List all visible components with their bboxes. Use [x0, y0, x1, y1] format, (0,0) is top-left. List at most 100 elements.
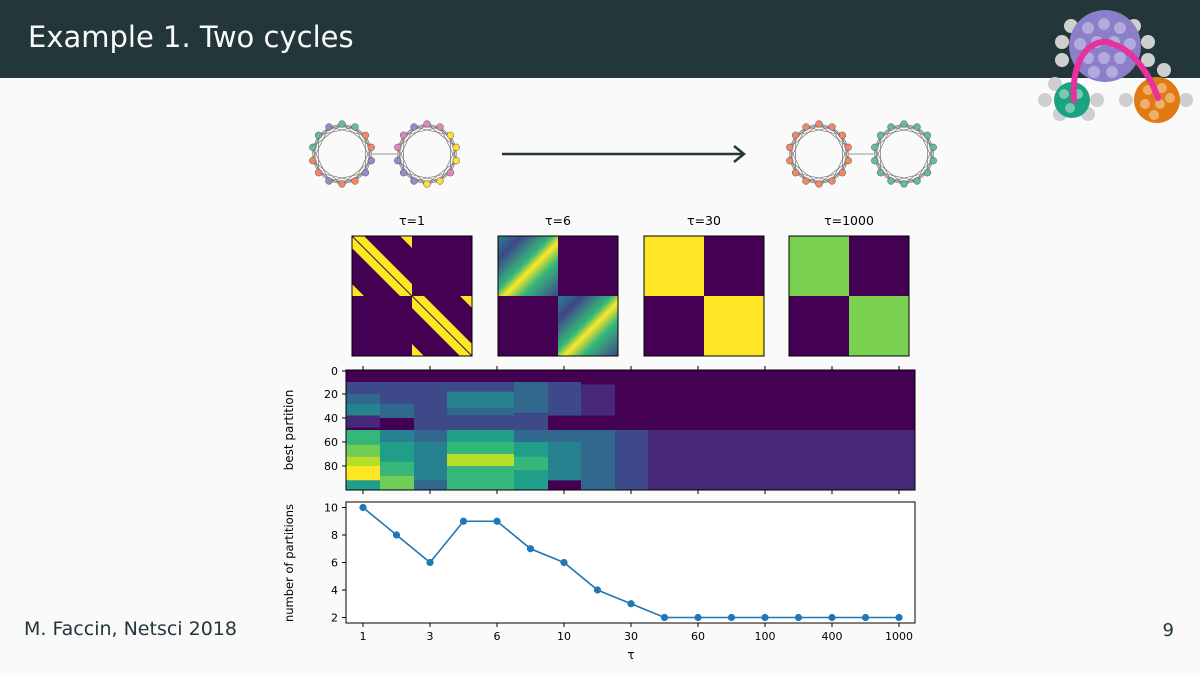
- graph-node: [436, 123, 444, 131]
- linechart-ytick: 6: [331, 557, 338, 570]
- graph-node: [394, 143, 402, 151]
- linechart-xtick: 1000: [885, 630, 913, 643]
- heatmap-cell: [447, 415, 514, 430]
- data-point: [895, 613, 903, 622]
- data-point: [459, 517, 468, 525]
- graph-node: [876, 131, 885, 139]
- heatmap-cell: [581, 430, 615, 490]
- heatmap-ylabel: best partition: [282, 390, 296, 471]
- matrix-label-1: τ=1: [399, 213, 425, 228]
- linechart-xtick: 100: [755, 630, 776, 643]
- graph-node: [452, 143, 460, 151]
- graph-node: [844, 143, 852, 151]
- heatmap-cell: [548, 442, 581, 481]
- heatmap-cell: [514, 442, 548, 457]
- graph-node: [446, 169, 455, 177]
- data-point: [828, 613, 836, 622]
- graph-node: [309, 157, 317, 165]
- graph-node: [446, 131, 455, 139]
- graph-node: [361, 169, 370, 177]
- graph-node: [838, 169, 847, 177]
- transition-arrow: [502, 145, 747, 163]
- linechart-xtick: 60: [691, 630, 705, 643]
- heatmap-ytick: 40: [324, 412, 338, 425]
- graph-node: [791, 131, 800, 139]
- graph-node: [314, 131, 323, 139]
- partition-heatmap: 0 20 40 60 80: [324, 365, 916, 494]
- linechart-ytick: 10: [324, 502, 338, 515]
- matrix-tau-1: [352, 236, 472, 356]
- graph-left-cycle-a: [309, 120, 375, 188]
- graph-node: [325, 177, 333, 185]
- graph-node: [913, 177, 921, 185]
- graph-node: [452, 157, 460, 165]
- linechart-ytick: 2: [331, 612, 338, 625]
- linechart-xtick: 6: [494, 630, 501, 643]
- graph-node: [900, 180, 908, 188]
- heatmap-cell: [548, 382, 581, 416]
- graph-node: [325, 123, 333, 131]
- linechart-xtick: 30: [624, 630, 638, 643]
- graph-node: [436, 177, 444, 185]
- page-number: 9: [1162, 620, 1174, 641]
- graph-node: [399, 169, 408, 177]
- graph-node: [367, 143, 375, 151]
- data-point: [694, 613, 702, 622]
- graph-node: [838, 131, 847, 139]
- linechart-ylabel: number of partitions: [282, 504, 296, 622]
- graph-node: [844, 157, 852, 165]
- graph-node: [828, 123, 836, 131]
- heatmap-cell: [380, 461, 414, 476]
- heatmap-cell: [447, 382, 514, 392]
- heatmap-cell: [414, 430, 447, 442]
- heatmap-cell: [447, 391, 514, 409]
- graph-node: [786, 157, 794, 165]
- matrix-tau-1000: [788, 235, 910, 357]
- linechart-xtick: 3: [427, 630, 434, 643]
- heatmap-cell: [514, 456, 548, 471]
- graph-node: [410, 123, 418, 131]
- data-point: [861, 613, 870, 622]
- data-point: [560, 558, 568, 567]
- heatmap-cell: [447, 442, 514, 454]
- graph-node: [871, 143, 879, 151]
- heatmap-cell: [346, 382, 380, 394]
- heatmap-cell: [346, 456, 380, 466]
- linechart-xtick: 10: [557, 630, 571, 643]
- heatmap-cell: [380, 442, 414, 462]
- graph-node: [802, 123, 810, 131]
- graph-node: [361, 131, 370, 139]
- heatmap-cell: [581, 384, 615, 416]
- graph-right-cycle-a: [786, 120, 852, 188]
- heatmap-cell: [380, 403, 414, 418]
- data-point: [392, 531, 401, 539]
- heatmap-cell: [346, 466, 380, 481]
- graph-node: [309, 143, 317, 151]
- heatmap-ytick: 80: [324, 460, 338, 473]
- heatmap-cell: [346, 430, 380, 445]
- heatmap-cell: [447, 408, 514, 416]
- title-bar: Example 1. Two cycles: [0, 0, 1200, 78]
- data-point: [493, 517, 501, 525]
- matrix-tau-6: [498, 236, 618, 356]
- heatmap-cell: [346, 403, 380, 416]
- data-point: [627, 600, 635, 608]
- heatmap-cell: [615, 430, 648, 490]
- graph-node: [923, 169, 932, 177]
- linechart-xtick: 400: [822, 630, 843, 643]
- heatmap-cell: [380, 475, 414, 490]
- heatmap-ytick: 60: [324, 436, 338, 449]
- graph-node: [815, 120, 823, 128]
- graph-node: [791, 169, 800, 177]
- matrix-tau-30: [643, 235, 765, 357]
- graph-node: [786, 143, 794, 151]
- graph-node: [900, 120, 908, 128]
- graph-node: [314, 169, 323, 177]
- matrix-label-3: τ=30: [687, 213, 721, 228]
- matrix-label-4: τ=1000: [824, 213, 874, 228]
- data-point: [359, 503, 367, 512]
- data-point: [794, 613, 803, 622]
- graph-node: [338, 120, 346, 128]
- graph-node: [351, 177, 359, 185]
- graph-node: [887, 177, 895, 185]
